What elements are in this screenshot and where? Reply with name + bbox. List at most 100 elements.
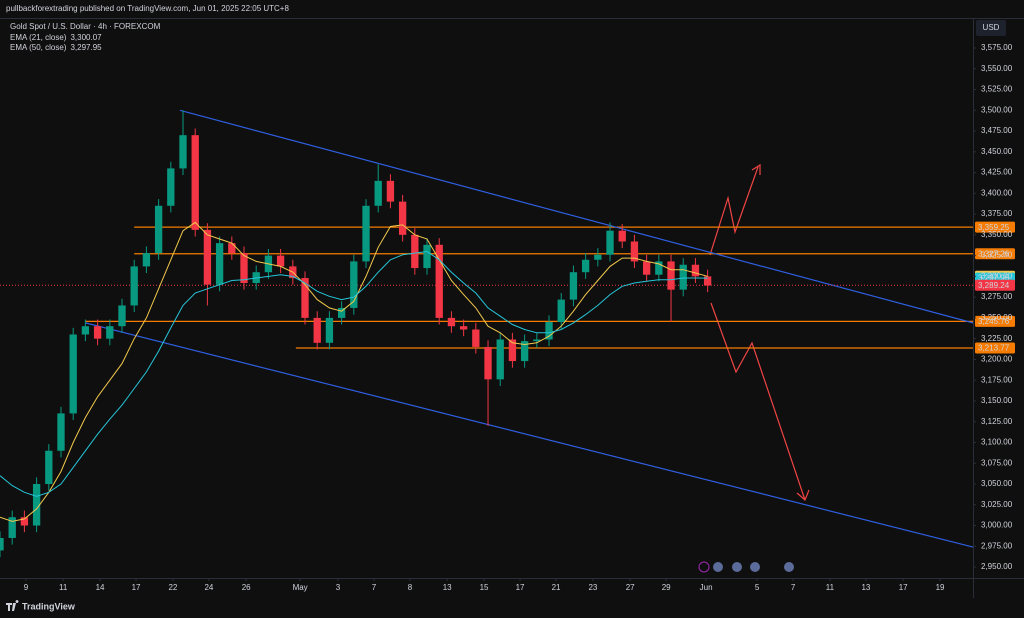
candle-body xyxy=(130,266,138,306)
candle-body xyxy=(362,205,370,262)
candle-body xyxy=(93,326,102,339)
candle-body xyxy=(520,341,529,362)
events[interactable] xyxy=(698,561,794,573)
candle-body xyxy=(606,230,614,255)
candle-body xyxy=(240,253,248,284)
y-tick-label: 3,525.00 xyxy=(981,85,1013,94)
arrow-head xyxy=(751,163,761,175)
price-tag xyxy=(975,248,1015,260)
candle-body xyxy=(594,254,602,260)
trend-line xyxy=(179,109,974,324)
candle-body xyxy=(203,229,212,285)
x-tick-label: 5 xyxy=(755,583,760,592)
price-tag xyxy=(975,279,1015,291)
price-tag-label: 3,297.95 xyxy=(978,274,1010,283)
event-icon[interactable] xyxy=(713,562,723,572)
candle-body xyxy=(32,483,41,526)
y-tick-label: 3,575.00 xyxy=(981,43,1013,52)
candle-body xyxy=(0,537,4,551)
y-tick-label: 3,425.00 xyxy=(981,168,1013,177)
candle-body xyxy=(557,299,565,323)
legend-name: EMA (21, close) xyxy=(10,33,67,42)
y-tick-label: 3,025.00 xyxy=(981,500,1013,509)
x-tick-label: 3 xyxy=(336,583,341,592)
candle-body xyxy=(386,180,395,202)
candle-body xyxy=(398,201,407,235)
candle-body xyxy=(374,180,382,206)
candle-body xyxy=(435,244,443,318)
y-tick-label: 3,300.00 xyxy=(981,271,1013,280)
x-tick-label: 11 xyxy=(826,583,835,592)
event-icon[interactable] xyxy=(732,562,742,572)
x-tick-label: 14 xyxy=(96,583,105,592)
candle-body xyxy=(691,264,700,277)
event-icon[interactable] xyxy=(698,561,710,573)
x-tick-label: Jun xyxy=(700,583,713,592)
arrow-head xyxy=(796,489,810,502)
brand: TradingView xyxy=(22,601,76,611)
x-tick-label: 21 xyxy=(552,583,561,592)
plot-area xyxy=(0,109,974,558)
event-icon[interactable] xyxy=(784,562,794,572)
x-tick-label: 8 xyxy=(408,583,413,592)
y-tick-label: 2,950.00 xyxy=(981,562,1013,571)
y-tick-label: 3,450.00 xyxy=(981,147,1013,156)
candle-body xyxy=(679,264,687,290)
y-tick-label: 3,350.00 xyxy=(981,230,1013,239)
trend-line xyxy=(85,322,974,548)
y-tick-label: 3,275.00 xyxy=(981,292,1013,301)
candle-body xyxy=(301,278,309,318)
price-tag xyxy=(975,221,1015,233)
candle-body xyxy=(45,450,53,484)
x-tick-label: 26 xyxy=(242,583,251,592)
price-tags: 3,359.253,327.263,245.763,213.773,300.07… xyxy=(975,221,1015,354)
candle-body xyxy=(618,230,626,242)
y-tick-label: 3,175.00 xyxy=(981,375,1013,384)
price-tag xyxy=(975,315,1015,327)
y-tick-label: 3,325.00 xyxy=(981,251,1013,260)
x-tick-label: 27 xyxy=(626,583,635,592)
x-tick-label: 29 xyxy=(662,583,671,592)
x-tick-label: 7 xyxy=(372,583,377,592)
legend-name: EMA (50, close) xyxy=(10,43,67,52)
y-tick-label: 3,225.00 xyxy=(981,334,1013,343)
currency-box[interactable] xyxy=(976,20,1006,36)
candle-body xyxy=(142,253,151,267)
currency[interactable]: USD xyxy=(983,23,1000,32)
candle-body xyxy=(81,326,90,335)
legend-value: 3,297.95 xyxy=(70,43,102,52)
x-tick-label: May xyxy=(293,583,308,592)
candle-body xyxy=(118,305,126,327)
candle-body xyxy=(106,326,114,339)
publisher: pullbackforextrading published on Tradin… xyxy=(6,4,289,13)
y-tick-label: 3,475.00 xyxy=(981,126,1013,135)
candle-body xyxy=(313,317,321,343)
candle-body xyxy=(8,517,16,538)
candle-body xyxy=(20,517,29,526)
candle-body xyxy=(569,272,578,300)
x-tick-label: 7 xyxy=(791,583,796,592)
price-tag-label: 3,359.25 xyxy=(978,223,1010,232)
x-tick-label: 15 xyxy=(480,583,489,592)
down-arrow xyxy=(710,302,806,501)
x-tick-label: 22 xyxy=(168,583,177,592)
candle-body xyxy=(545,322,553,340)
candle-body xyxy=(630,241,639,262)
candle-body xyxy=(337,307,346,318)
arrows xyxy=(709,163,810,502)
event-icon[interactable] xyxy=(750,562,760,572)
ema-line xyxy=(0,250,708,497)
price-tag-label: 3,213.77 xyxy=(978,344,1010,353)
candle-body xyxy=(411,234,419,269)
candle-body xyxy=(276,255,285,267)
price-tag-label: 3,289.24 xyxy=(978,281,1010,290)
candle-body xyxy=(642,261,651,275)
tv-logo xyxy=(6,600,19,611)
candle-body xyxy=(533,339,541,342)
candle-body xyxy=(154,205,163,254)
y-tick-label: 3,125.00 xyxy=(981,417,1013,426)
x-tick-label: 11 xyxy=(59,583,68,592)
candle-body xyxy=(703,276,712,286)
y-tick-label: 3,400.00 xyxy=(981,188,1013,197)
x-tick-label: 23 xyxy=(588,583,597,592)
